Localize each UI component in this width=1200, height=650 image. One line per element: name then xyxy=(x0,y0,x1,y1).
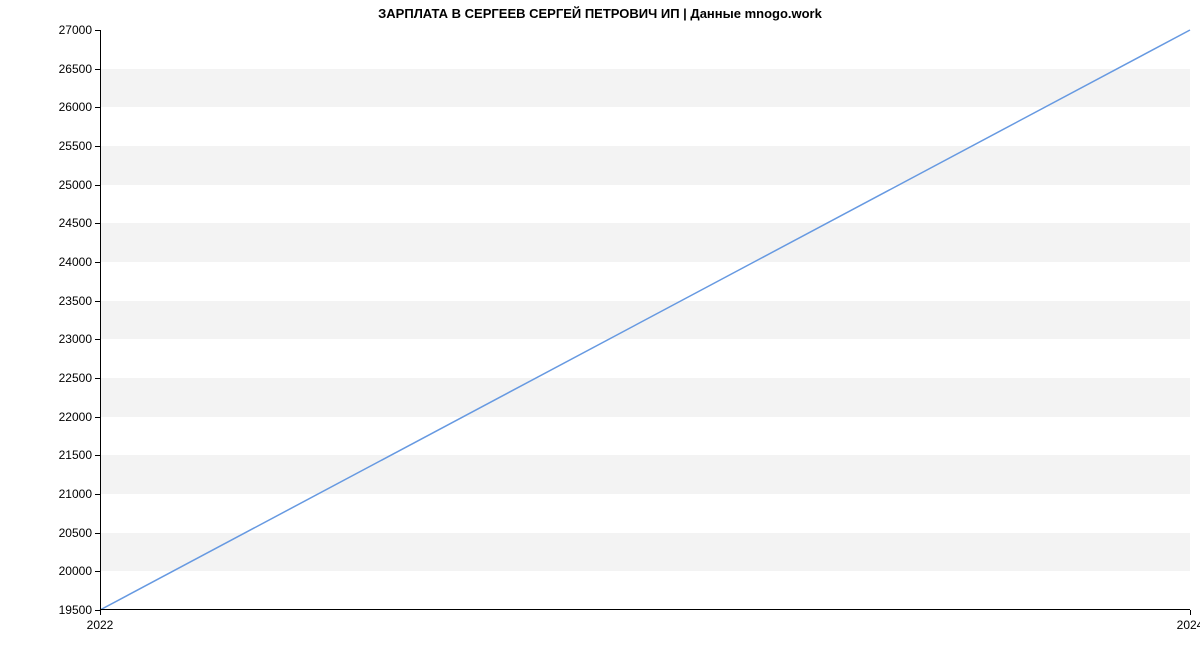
y-tick-label: 21500 xyxy=(59,448,100,462)
y-tick-label: 25000 xyxy=(59,178,100,192)
y-tick-mark xyxy=(95,494,100,495)
y-tick-label: 24500 xyxy=(59,216,100,230)
y-tick-mark xyxy=(95,378,100,379)
y-tick-label: 27000 xyxy=(59,23,100,37)
y-tick-label: 25500 xyxy=(59,139,100,153)
y-tick-mark xyxy=(95,571,100,572)
line-layer xyxy=(100,30,1190,610)
y-tick-mark xyxy=(95,30,100,31)
y-axis xyxy=(100,30,101,610)
y-tick-mark xyxy=(95,455,100,456)
chart-container: ЗАРПЛАТА В СЕРГЕЕВ СЕРГЕЙ ПЕТРОВИЧ ИП | … xyxy=(0,0,1200,650)
x-tick-mark xyxy=(1190,610,1191,615)
y-tick-label: 22000 xyxy=(59,410,100,424)
x-tick-label: 2024 xyxy=(1177,610,1200,632)
y-tick-mark xyxy=(95,301,100,302)
y-tick-label: 24000 xyxy=(59,255,100,269)
y-tick-label: 26500 xyxy=(59,62,100,76)
y-tick-mark xyxy=(95,223,100,224)
y-tick-mark xyxy=(95,107,100,108)
y-tick-label: 21000 xyxy=(59,487,100,501)
y-tick-mark xyxy=(95,69,100,70)
y-tick-label: 26000 xyxy=(59,100,100,114)
chart-title: ЗАРПЛАТА В СЕРГЕЕВ СЕРГЕЙ ПЕТРОВИЧ ИП | … xyxy=(0,6,1200,21)
y-tick-mark xyxy=(95,262,100,263)
plot-area: 1950020000205002100021500220002250023000… xyxy=(100,30,1190,610)
y-tick-mark xyxy=(95,417,100,418)
y-tick-mark xyxy=(95,339,100,340)
y-tick-label: 23500 xyxy=(59,294,100,308)
x-tick-mark xyxy=(100,610,101,615)
y-tick-label: 22500 xyxy=(59,371,100,385)
x-axis xyxy=(100,609,1190,610)
y-tick-label: 23000 xyxy=(59,332,100,346)
y-tick-label: 20500 xyxy=(59,526,100,540)
y-tick-mark xyxy=(95,185,100,186)
series-line xyxy=(100,30,1190,610)
y-tick-mark xyxy=(95,533,100,534)
y-tick-mark xyxy=(95,146,100,147)
y-tick-label: 20000 xyxy=(59,564,100,578)
